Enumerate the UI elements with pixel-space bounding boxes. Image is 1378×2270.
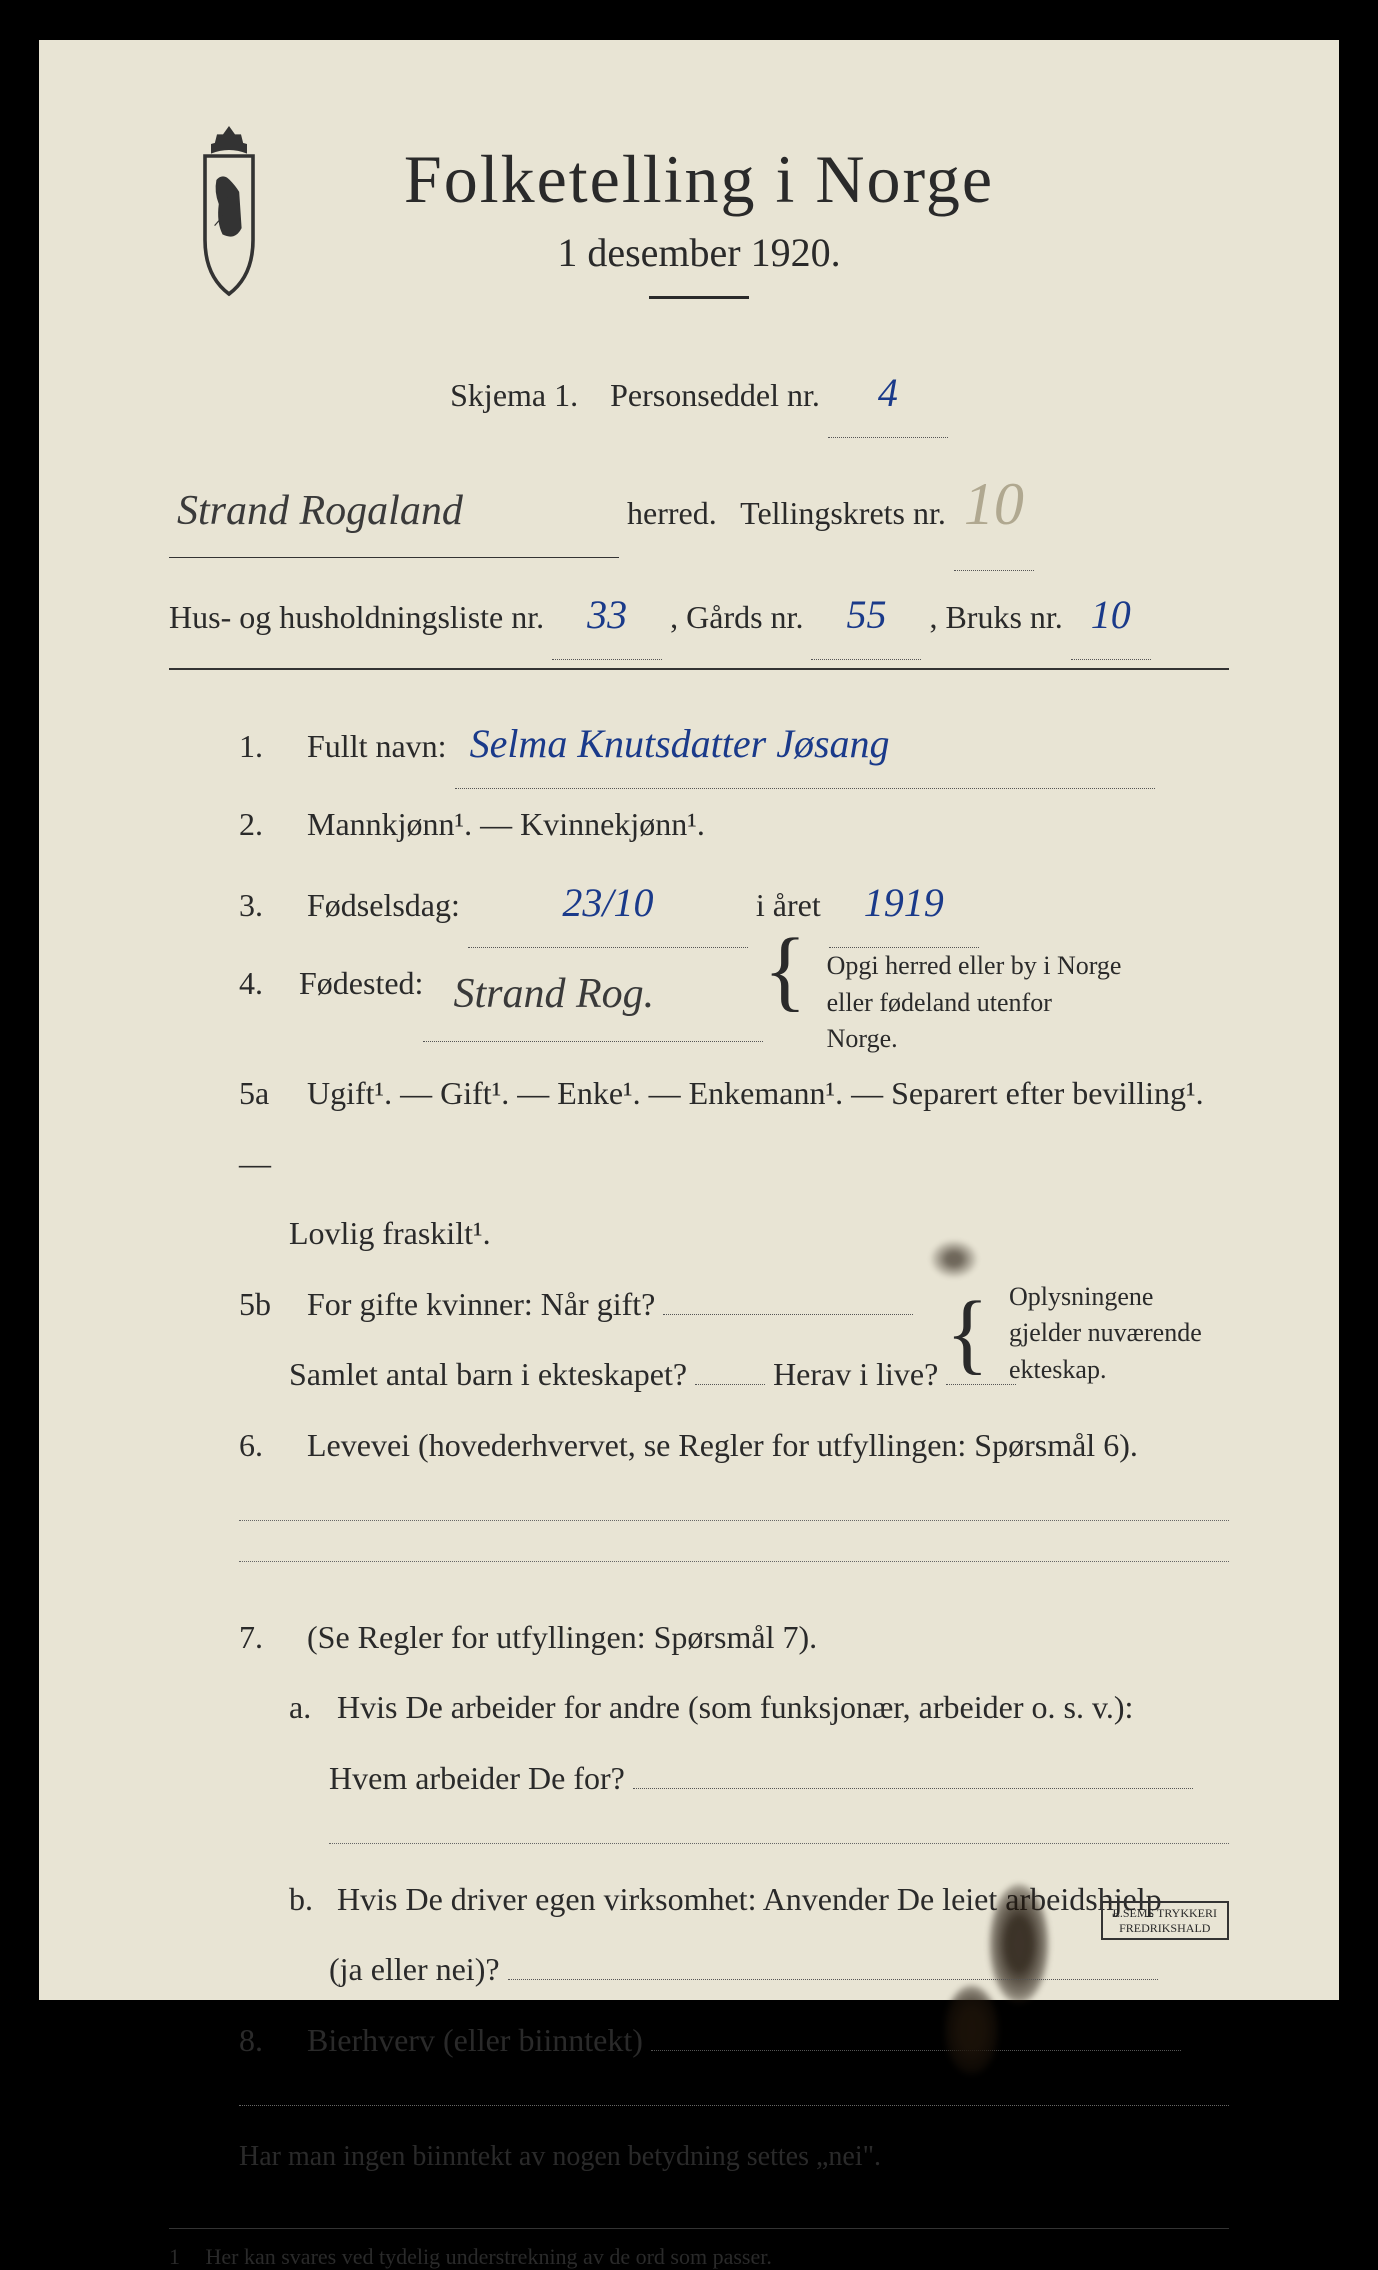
q1-line: 1. Fullt navn: Selma Knutsdatter Jøsang xyxy=(169,700,1229,789)
q5b-label-c: Herav i live? xyxy=(773,1356,938,1392)
q5a-label: Ugift¹. — Gift¹. — Enke¹. — Enkemann¹. —… xyxy=(239,1075,1204,1181)
printer-mark: E.SEMS TRYKKERI FREDRIKSHALD xyxy=(1101,1901,1229,1940)
q3-label-b: i året xyxy=(756,887,821,923)
q7a-label: Hvis De arbeider for andre (som funksjon… xyxy=(337,1689,1133,1725)
q8-blank xyxy=(239,2105,1229,2106)
q7a-num: a. xyxy=(289,1672,329,1742)
census-form-page: Folketelling i Norge 1 desember 1920. Sk… xyxy=(39,40,1339,2000)
q5b-line: 5b For gifte kvinner: Når gift? { Oplysn… xyxy=(169,1269,1229,1339)
gards-label: , Gårds nr. xyxy=(670,599,803,635)
q5a-line: 5a Ugift¹. — Gift¹. — Enke¹. — Enkemann¹… xyxy=(169,1058,1229,1199)
q6-label: Levevei (hovederhvervet, se Regler for u… xyxy=(307,1427,1138,1463)
tellingskrets-value: 10 xyxy=(964,471,1024,537)
form-title: Folketelling i Norge xyxy=(169,140,1229,219)
ink-stain xyxy=(929,1239,979,1279)
q4-note: Opgi herred eller by i Norge eller fødel… xyxy=(827,948,1127,1057)
q7-label: (Se Regler for utfyllingen: Spørsmål 7). xyxy=(307,1619,817,1655)
q3-value-a: 23/10 xyxy=(468,859,748,948)
q3-num: 3. xyxy=(239,870,299,940)
gards-value: 55 xyxy=(811,571,921,660)
q5a-label2: Lovlig fraskilt¹. xyxy=(289,1215,491,1251)
q5b-num: 5b xyxy=(239,1269,299,1339)
brace-icon: { xyxy=(763,948,806,993)
ink-stain-2 xyxy=(944,1985,999,2075)
q4-note-a: Opgi herred eller by i Norge xyxy=(827,951,1122,980)
q1-value: Selma Knutsdatter Jøsang xyxy=(455,700,1155,789)
q3-value-b: 1919 xyxy=(829,859,979,948)
tellingskrets-label: Tellingskrets nr. xyxy=(740,495,946,531)
q4-value: Strand Rog. xyxy=(423,948,763,1041)
form-date: 1 desember 1920. xyxy=(169,229,1229,276)
q5b-line2: Samlet antal barn i ekteskapet? Herav i … xyxy=(169,1339,1229,1409)
q5b-fill-c xyxy=(946,1384,1016,1385)
husholdning-line: Hus- og husholdningsliste nr. 33 , Gårds… xyxy=(169,571,1229,660)
q7b-line: b. Hvis De driver egen virksomhet: Anven… xyxy=(169,1864,1229,1934)
q4-note-b: eller fødeland utenfor Norge. xyxy=(827,988,1052,1053)
q5a-line2: Lovlig fraskilt¹. xyxy=(169,1198,1229,1268)
q6-blank-1 xyxy=(239,1520,1229,1521)
q8-note-line: Har man ingen biinntekt av nogen betydni… xyxy=(169,2126,1229,2188)
schema-label: Skjema 1. xyxy=(450,377,578,413)
q8-line: 8. Bierhverv (eller biinntekt) xyxy=(169,2005,1229,2075)
form-header: Folketelling i Norge 1 desember 1920. xyxy=(169,140,1229,299)
footnote-text: Her kan svares ved tydelig understreknin… xyxy=(206,2244,772,2269)
q3-label-a: Fødselsdag: xyxy=(307,887,460,923)
q8-fill xyxy=(651,2050,1181,2051)
q7-line: 7. (Se Regler for utfyllingen: Spørsmål … xyxy=(169,1602,1229,1672)
bruks-label: , Bruks nr. xyxy=(929,599,1062,635)
section-divider xyxy=(169,668,1229,670)
q7a-line2: Hvem arbeider De for? xyxy=(169,1743,1229,1813)
q7a-blank xyxy=(329,1843,1229,1844)
husholdning-label: Hus- og husholdningsliste nr. xyxy=(169,599,544,635)
coat-of-arms-icon xyxy=(169,120,289,300)
husholdning-value: 33 xyxy=(552,571,662,660)
herred-line: Strand Rogaland herred. Tellingskrets nr… xyxy=(169,438,1229,571)
q7b-label2: (ja eller nei)? xyxy=(329,1951,500,1987)
q1-label: Fullt navn: xyxy=(307,728,447,764)
personseddel-label: Personseddel nr. xyxy=(610,377,820,413)
personseddel-value: 4 xyxy=(828,349,948,438)
q5a-num: 5a xyxy=(239,1058,299,1128)
q2-line: 2. Mannkjønn¹. — Kvinnekjønn¹. xyxy=(169,789,1229,859)
q2-num: 2. xyxy=(239,789,299,859)
q7a-label2: Hvem arbeider De for? xyxy=(329,1760,625,1796)
bruks-value: 10 xyxy=(1071,571,1151,660)
herred-label: herred. xyxy=(627,495,717,531)
printer-line1: E.SEMS TRYKKERI xyxy=(1113,1906,1217,1920)
q5b-note-a: Oplysningene xyxy=(1009,1282,1153,1311)
q6-blank-2 xyxy=(239,1561,1229,1562)
q5b-fill-a xyxy=(663,1314,913,1315)
q4-line: 4. Fødested: Strand Rog. { Opgi herred e… xyxy=(169,948,1229,1057)
q6-line: 6. Levevei (hovederhvervet, se Regler fo… xyxy=(169,1410,1229,1480)
q7a-line: a. Hvis De arbeider for andre (som funks… xyxy=(169,1672,1229,1742)
printer-line2: FREDRIKSHALD xyxy=(1113,1921,1217,1935)
q3-line: 3. Fødselsdag: 23/10 i året 1919 xyxy=(169,859,1229,948)
footnote-num: 1 xyxy=(169,2244,180,2269)
q5b-label-b: Samlet antal barn i ekteskapet? xyxy=(289,1356,687,1392)
q1-num: 1. xyxy=(239,711,299,781)
q7b-line2: (ja eller nei)? xyxy=(169,1934,1229,2004)
q5b-label-a: For gifte kvinner: Når gift? xyxy=(307,1286,655,1322)
q7b-fill xyxy=(508,1979,1158,1980)
q7b-num: b. xyxy=(289,1864,329,1934)
q4-num: 4. xyxy=(239,948,299,1018)
herred-value: Strand Rogaland xyxy=(169,465,619,558)
schema-line: Skjema 1. Personseddel nr. 4 xyxy=(169,349,1229,438)
footnote: 1 Her kan svares ved tydelig understrekn… xyxy=(169,2228,1229,2270)
header-rule xyxy=(649,296,749,299)
q7a-fill xyxy=(633,1788,1193,1789)
q7-num: 7. xyxy=(239,1602,299,1672)
q2-label: Mannkjønn¹. — Kvinnekjønn¹. xyxy=(307,806,705,842)
q5b-fill-b xyxy=(695,1384,765,1385)
q8-num: 8. xyxy=(239,2005,299,2075)
q6-num: 6. xyxy=(239,1410,299,1480)
q8-note: Har man ingen biinntekt av nogen betydni… xyxy=(239,2141,881,2172)
q8-label: Bierhverv (eller biinntekt) xyxy=(307,2022,643,2058)
q4-label: Fødested: xyxy=(299,948,423,1018)
